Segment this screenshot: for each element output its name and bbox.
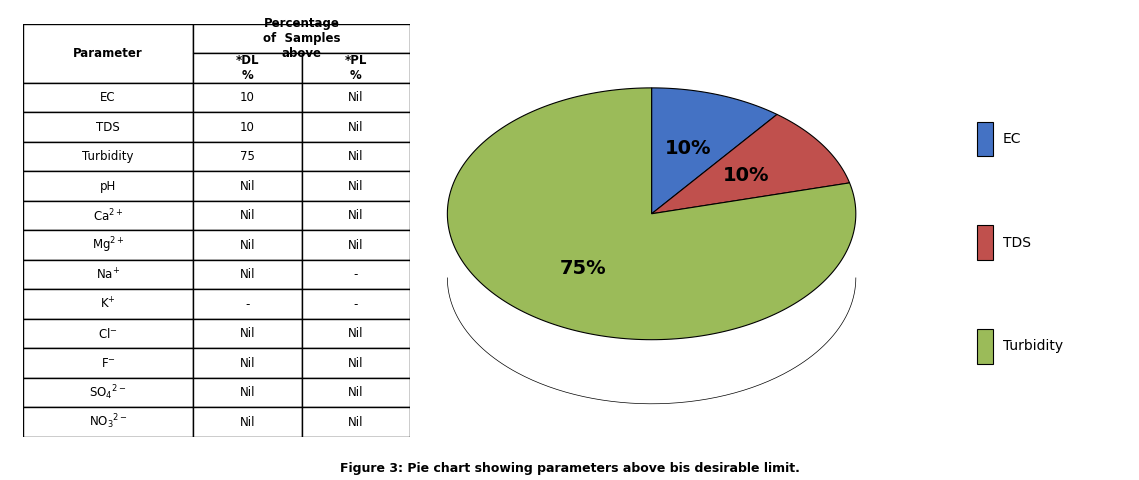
Bar (302, 260, 410, 289)
Bar (302, 378, 410, 408)
Bar (302, 319, 410, 348)
Polygon shape (652, 114, 850, 214)
Text: Turbidity: Turbidity (82, 150, 133, 163)
Text: Nil: Nil (349, 386, 363, 399)
Text: Nil: Nil (239, 180, 255, 192)
Text: EC: EC (1002, 132, 1021, 146)
Text: 10%: 10% (665, 139, 712, 158)
Text: Nil: Nil (239, 357, 255, 370)
Text: Nil: Nil (349, 357, 363, 370)
Bar (194, 289, 302, 319)
Bar (23, 260, 194, 289)
Text: Nil: Nil (349, 120, 363, 134)
Bar (302, 53, 410, 83)
Text: 75: 75 (240, 150, 255, 163)
Text: TDS: TDS (96, 120, 120, 134)
Bar (302, 142, 410, 171)
Bar (194, 24, 410, 53)
Bar (302, 201, 410, 230)
Bar (194, 53, 302, 83)
Bar (977, 226, 993, 260)
Text: Turbidity: Turbidity (1002, 339, 1063, 353)
Text: F$^{-}$: F$^{-}$ (100, 357, 115, 370)
Bar (302, 348, 410, 378)
Bar (23, 289, 194, 319)
Text: Percentage
of  Samples
above: Percentage of Samples above (263, 17, 341, 60)
Text: Cl$^{-}$: Cl$^{-}$ (98, 326, 117, 341)
Text: Mg$^{2+}$: Mg$^{2+}$ (92, 235, 124, 255)
Bar (194, 201, 302, 230)
Bar (302, 83, 410, 112)
Bar (194, 142, 302, 171)
Text: Nil: Nil (349, 239, 363, 252)
Text: Nil: Nil (239, 209, 255, 222)
Text: 10%: 10% (722, 167, 769, 185)
Text: -: - (353, 298, 358, 311)
Text: TDS: TDS (1002, 236, 1031, 250)
Text: Nil: Nil (239, 416, 255, 429)
Bar (194, 230, 302, 260)
Text: Nil: Nil (239, 268, 255, 281)
Bar (194, 348, 302, 378)
Bar (194, 83, 302, 112)
Text: EC: EC (100, 91, 116, 104)
Text: 75%: 75% (559, 259, 606, 278)
Text: Nil: Nil (349, 150, 363, 163)
Text: 10: 10 (240, 120, 255, 134)
Text: K$^{+}$: K$^{+}$ (100, 297, 116, 312)
Bar (194, 378, 302, 408)
Bar (23, 408, 194, 437)
Bar (302, 230, 410, 260)
Bar (194, 171, 302, 201)
Bar (23, 142, 194, 171)
Bar (194, 112, 302, 142)
Text: 10: 10 (240, 91, 255, 104)
Text: -: - (353, 268, 358, 281)
Bar (23, 348, 194, 378)
Text: -: - (245, 298, 249, 311)
Bar (23, 230, 194, 260)
Text: Nil: Nil (349, 180, 363, 192)
Text: *PL
%: *PL % (345, 54, 367, 82)
Text: Nil: Nil (349, 91, 363, 104)
Bar (977, 329, 993, 364)
Bar (302, 112, 410, 142)
Bar (23, 171, 194, 201)
Text: Nil: Nil (349, 209, 363, 222)
Bar (302, 171, 410, 201)
Bar (194, 260, 302, 289)
Polygon shape (448, 88, 855, 340)
Bar (194, 408, 302, 437)
Text: Nil: Nil (239, 327, 255, 340)
Bar (302, 408, 410, 437)
Bar (23, 201, 194, 230)
Bar (23, 378, 194, 408)
Bar (194, 319, 302, 348)
Bar (302, 289, 410, 319)
Text: NO$_3$$^{2-}$: NO$_3$$^{2-}$ (89, 413, 128, 432)
Polygon shape (652, 88, 777, 214)
Text: Nil: Nil (239, 239, 255, 252)
Text: Nil: Nil (349, 327, 363, 340)
Text: Nil: Nil (239, 386, 255, 399)
Text: SO$_4$$^{2-}$: SO$_4$$^{2-}$ (89, 383, 126, 402)
Text: Ca$^{2+}$: Ca$^{2+}$ (92, 207, 123, 224)
Bar (23, 24, 194, 83)
Bar (977, 122, 993, 156)
Text: Parameter: Parameter (73, 47, 142, 60)
Text: Nil: Nil (349, 416, 363, 429)
Text: Na$^{+}$: Na$^{+}$ (96, 267, 120, 282)
Bar (23, 83, 194, 112)
Bar (23, 319, 194, 348)
Text: pH: pH (100, 180, 116, 192)
Text: Figure 3: Pie chart showing parameters above bis desirable limit.: Figure 3: Pie chart showing parameters a… (339, 462, 800, 475)
Bar (23, 112, 194, 142)
Text: *DL
%: *DL % (236, 54, 260, 82)
